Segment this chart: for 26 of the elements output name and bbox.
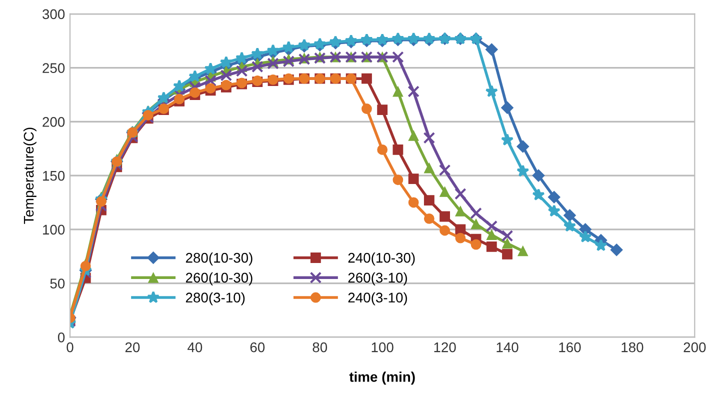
legend-label: 240(3-10) [348,292,407,306]
legend-label: 260(10-30) [186,272,252,286]
x-tick-label: 180 [622,342,644,352]
legend-label: 280(10-30) [186,252,252,266]
y-tick-label: 50 [50,278,65,288]
x-tick-label: 40 [188,342,202,352]
y-tick-label: 300 [42,9,65,20]
x-tick-label: 20 [125,342,140,352]
x-tick-label: 140 [496,342,518,352]
y-tick-label: 100 [43,224,65,235]
x-tick-label: 80 [312,342,328,352]
y-axis-title: Temperature(C) [23,128,36,224]
legend-label: 240(10-30) [348,252,415,266]
y-tick-label: 0 [58,332,65,342]
x-tick-label: 160 [559,342,581,352]
x-tick-label: 100 [372,342,394,352]
x-tick-label: 120 [434,342,456,352]
x-tick-label: 200 [684,342,706,352]
legend-label: 260(3-10) [348,272,407,286]
x-axis-title: time (min) [349,372,415,385]
y-tick-label: 200 [42,117,65,127]
legend-label: 280(3-10) [186,292,245,306]
x-tick-label: 60 [250,342,265,352]
y-tick-label: 250 [42,63,65,73]
y-tick-label: 150 [43,170,65,181]
x-tick-label: 0 [66,342,74,352]
